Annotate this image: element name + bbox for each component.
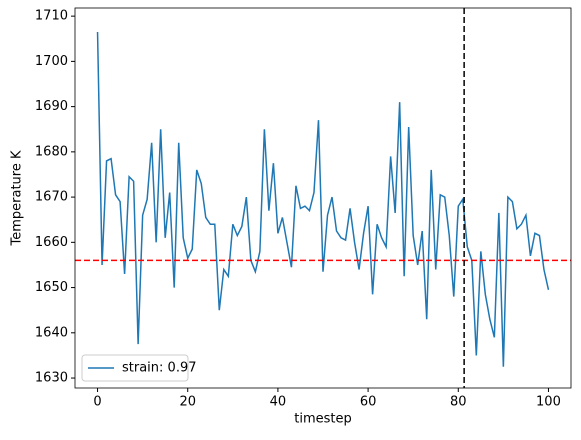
legend-label: strain: 0.97 (122, 361, 197, 376)
y-tick-label: 1650 (35, 280, 68, 295)
y-tick-label: 1660 (35, 235, 68, 250)
x-axis-label: timestep (294, 412, 352, 427)
y-tick-label: 1670 (35, 190, 68, 205)
x-tick-label: 60 (360, 395, 377, 410)
y-tick-label: 1700 (35, 54, 68, 69)
x-tick-label: 100 (536, 395, 561, 410)
y-tick-label: 1640 (35, 325, 68, 340)
x-tick-label: 80 (450, 395, 467, 410)
x-tick-label: 20 (179, 395, 196, 410)
plot-frame (74, 7, 572, 389)
x-tick-label: 0 (93, 395, 101, 410)
y-axis-label: Temperature K (10, 150, 25, 246)
line (96, 31, 550, 367)
y-tick-label: 1630 (35, 371, 68, 386)
legend-box (81, 354, 189, 382)
y-tick-label: 1680 (35, 144, 68, 159)
y-tick-label: 1710 (35, 9, 68, 24)
x-tick-label: 40 (270, 395, 287, 410)
y-tick-label: 1690 (35, 99, 68, 114)
